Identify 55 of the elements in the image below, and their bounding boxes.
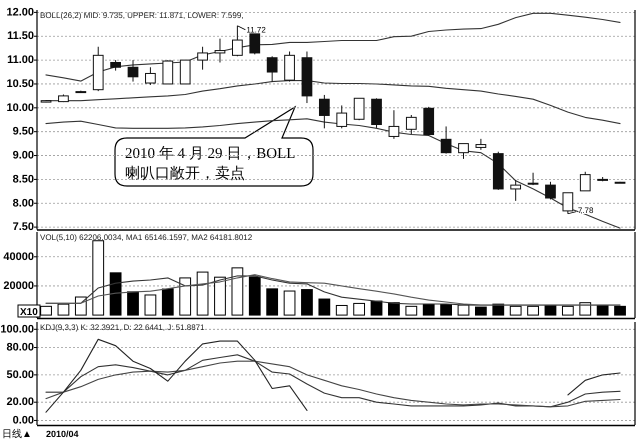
y-tick-label: 10.50 [6, 78, 34, 90]
bar [388, 302, 400, 316]
y-tick-label: 11.00 [7, 54, 34, 66]
bar [440, 304, 452, 316]
bar [127, 291, 139, 316]
bar [231, 267, 244, 316]
y-tick-label: 12.00 [6, 6, 34, 18]
annotation: X10 [20, 307, 38, 318]
bar [144, 294, 156, 316]
annotation: BOLL(26,2) MID: 9.735, UPPER: 11.871, LOWER: 7.599, [40, 11, 244, 20]
y-tick-label: 9.00 [12, 150, 34, 162]
annotation: KDJ(9,3,3) K: 32.3921, D: 22.6441, J: 51.8871 [40, 323, 206, 332]
y-tick-label: 40000 [3, 250, 34, 263]
bar [301, 289, 313, 316]
bar [370, 300, 382, 316]
bar [92, 240, 104, 316]
y-tick-label: 8.00 [12, 197, 34, 210]
annotation: 7.78 [578, 206, 594, 215]
bar [458, 304, 470, 316]
bar [196, 272, 208, 316]
bar [266, 288, 278, 316]
bar [284, 290, 296, 316]
y-tick-label: 80.00 [6, 342, 34, 354]
bar [422, 304, 435, 316]
bar [214, 276, 226, 316]
bar [353, 302, 366, 316]
bar [510, 306, 522, 316]
bar [179, 277, 192, 316]
bar [527, 306, 539, 316]
y-tick-label: 20000 [3, 280, 34, 292]
candlestick [197, 46, 208, 70]
text: 2010/04 [46, 429, 79, 439]
bar [336, 304, 348, 316]
bar [475, 306, 487, 316]
y-tick-label: 20.00 [6, 396, 34, 408]
y-tick-label: 100.00 [0, 323, 34, 336]
y-tick-label: 0.00 [12, 414, 34, 426]
bar [405, 306, 418, 316]
y-tick-label: 9.50 [12, 126, 34, 138]
bar [110, 272, 122, 316]
bar [162, 288, 174, 316]
bar [318, 298, 330, 316]
bar [614, 306, 626, 316]
y-tick-label: 11.50 [7, 30, 34, 42]
y-tick-label: 10.00 [6, 102, 34, 114]
text: 日线▲ [2, 428, 32, 440]
y-tick-label: 7.50 [12, 221, 34, 234]
annotation: VOL(5,10) 62206.0034, MA1 65146.1597, MA2 64181.8012 [40, 233, 253, 242]
candlestick [214, 38, 226, 63]
bar [248, 276, 261, 316]
annotation: 11.72 [246, 26, 266, 35]
y-tick-label: 50.00 [6, 368, 34, 381]
bar [58, 304, 70, 316]
bar [562, 306, 574, 316]
y-tick-label: 8.50 [12, 173, 34, 186]
